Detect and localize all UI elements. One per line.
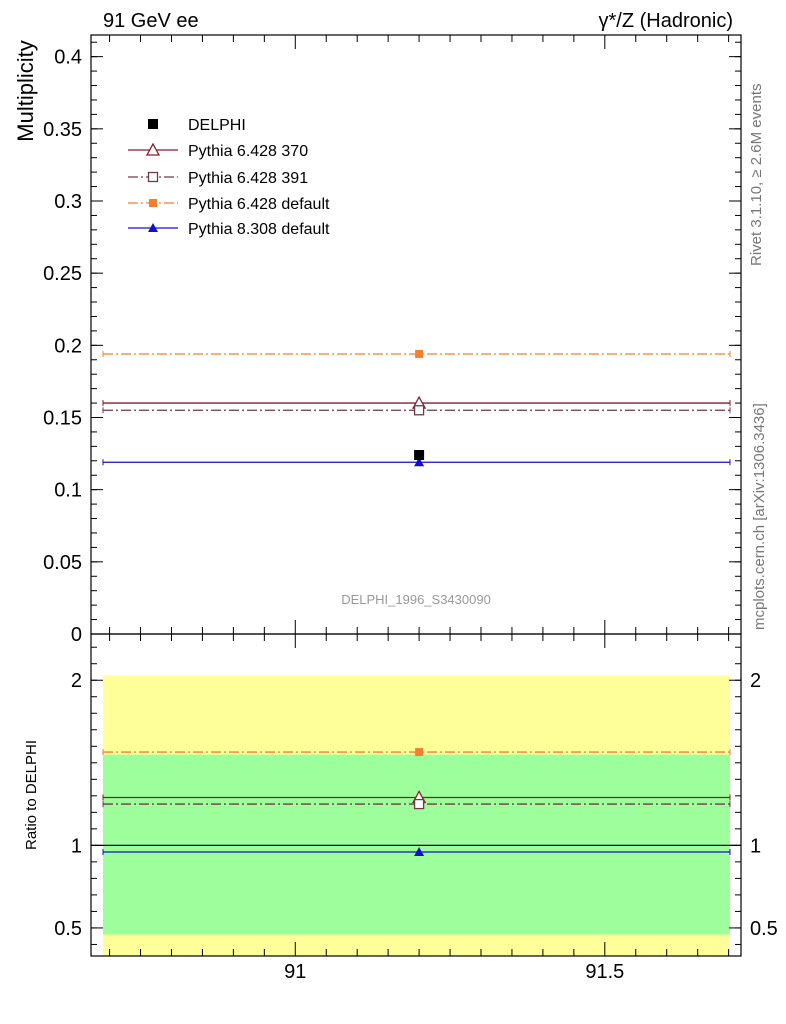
legend-label-delphi: DELPHI [188, 117, 246, 134]
main-ytick-label: 0.25 [43, 263, 82, 285]
main-ytick-label: 0.35 [43, 119, 82, 141]
legend-label-p370: Pythia 6.428 370 [188, 143, 308, 160]
data-point-p391 [413, 405, 425, 416]
legend-marker-p6def [149, 199, 157, 207]
ratio-ytick-label: 2 [71, 670, 82, 692]
legend: DELPHI Pythia 6.428 370 Pythia 6.428 391 Py… [128, 117, 330, 238]
main-ytick-label: 0.4 [54, 47, 82, 69]
main-ytick-label: 0.1 [54, 480, 82, 502]
ratio-frame [90, 633, 742, 957]
ratio-ytick-label-right: 1 [750, 835, 761, 857]
xtick-label: 91.5 [585, 961, 624, 983]
ratio-ytick-label-right: 0.5 [750, 918, 778, 940]
main-ytick-label: 0.3 [54, 191, 82, 213]
legend-marker-p391 [147, 171, 159, 183]
data-point-delphi [414, 450, 425, 461]
header-left: 91 GeV ee [103, 10, 199, 32]
legend-marker-delphi [148, 119, 158, 129]
mcplots-label: mcplots.cern.ch [arXiv:1306.3436] [751, 403, 768, 630]
main-ytick-label: 0.2 [54, 335, 82, 357]
xtick-label: 91 [284, 961, 306, 983]
ratio-point-p391 [413, 798, 425, 810]
ratio-ylabel: Ratio to DELPHI [23, 740, 40, 850]
header-right: γ*/Z (Hadronic) [599, 10, 733, 32]
watermark: DELPHI_1996_S3430090 [341, 592, 491, 607]
legend-marker-p8def [148, 223, 158, 232]
main-ytick-label: 0.15 [43, 407, 82, 429]
data-point-p8def [414, 457, 425, 467]
ratio-point-p6def [415, 748, 424, 757]
rivet-label: Rivet 3.1.10, ≥ 2.6M events [748, 84, 765, 267]
ratio-ytick-label: 1 [71, 835, 82, 857]
ratio-ytick-label-right: 2 [750, 670, 761, 692]
legend-label-p8def: Pythia 8.308 default [188, 221, 330, 238]
main-ytick-label: 0 [71, 624, 82, 646]
legend-marker-p370 [145, 142, 161, 156]
legend-label-p391: Pythia 6.428 391 [188, 170, 308, 187]
legend-label-p6def: Pythia 6.428 default [188, 196, 330, 213]
uncertainty-band-inner [103, 754, 730, 935]
main-ylabel: Multiplicity [13, 40, 38, 141]
main-panel: 0 0.05 0.1 0.15 0.2 0.25 0.3 0.35 0.4 Multiplicit… [13, 34, 742, 646]
ratio-panel: 0.5 1 2 0.5 1 2 Ratio to DELPHI 91 91.5 [23, 633, 778, 983]
data-point-p6def [415, 349, 424, 358]
ratio-ytick-label: 0.5 [54, 918, 82, 940]
ratio-point-p8def [414, 846, 425, 856]
main-ytick-label: 0.05 [43, 552, 82, 574]
